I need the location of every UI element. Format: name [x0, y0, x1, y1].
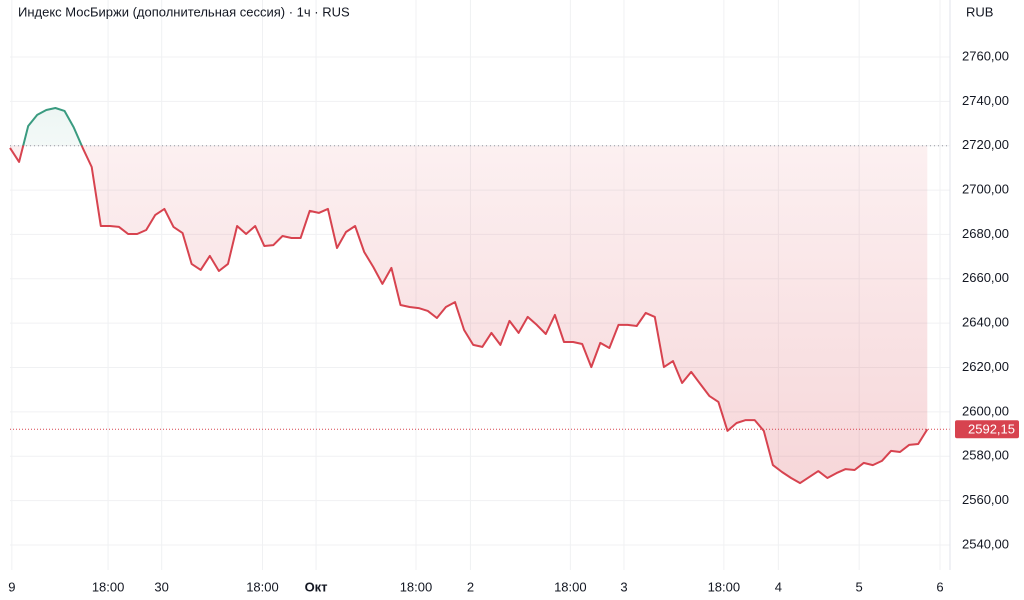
x-tick-label: 5: [856, 579, 863, 594]
y-tick-label: 2640,00: [962, 315, 1009, 330]
x-tick-label: 9: [8, 579, 15, 594]
y-tick-label: 2580,00: [962, 448, 1009, 463]
y-tick-label: 2620,00: [962, 359, 1009, 374]
x-tick-label: 18:00: [400, 579, 433, 594]
y-tick-label: 2760,00: [962, 48, 1009, 63]
last-price-badge: [955, 420, 1019, 439]
area: [10, 108, 928, 484]
y-tick-label: 2560,00: [962, 492, 1009, 507]
x-tick-label: 4: [775, 579, 782, 594]
y-tick-label: 2720,00: [962, 137, 1009, 152]
y-tick-label: 2700,00: [962, 182, 1009, 197]
last-price-label: 2592,15: [968, 422, 1015, 437]
currency-label[interactable]: RUB: [966, 4, 993, 19]
x-tick-label: Окт: [305, 579, 328, 594]
y-tick-label: 2660,00: [962, 270, 1009, 285]
y-tick-label: 2540,00: [962, 536, 1009, 551]
y-tick-label: 2680,00: [962, 226, 1009, 241]
chart-title: Индекс МосБиржи (дополнительная сессия) …: [18, 4, 350, 19]
x-tick-label: 18:00: [554, 579, 587, 594]
price-line: [9, 107, 929, 485]
x-tick-label: 30: [154, 579, 168, 594]
x-tick-label: 3: [620, 579, 627, 594]
y-tick-label: 2600,00: [962, 403, 1009, 418]
x-tick-label: 2: [467, 579, 474, 594]
x-tick-label: 6: [936, 579, 943, 594]
x-tick-label: 18:00: [708, 579, 741, 594]
x-tick-label: 18:00: [92, 579, 125, 594]
y-tick-label: 2740,00: [962, 93, 1009, 108]
x-tick-label: 18:00: [246, 579, 279, 594]
